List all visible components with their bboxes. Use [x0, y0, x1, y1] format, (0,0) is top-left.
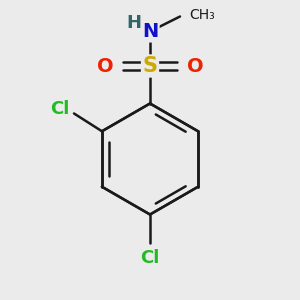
Text: N: N	[142, 22, 158, 41]
Text: O: O	[187, 56, 203, 76]
Text: O: O	[97, 56, 113, 76]
Text: Cl: Cl	[50, 100, 70, 118]
Text: S: S	[142, 56, 158, 76]
Text: CH₃: CH₃	[189, 8, 215, 22]
Text: H: H	[126, 14, 141, 32]
Text: Cl: Cl	[140, 249, 160, 267]
